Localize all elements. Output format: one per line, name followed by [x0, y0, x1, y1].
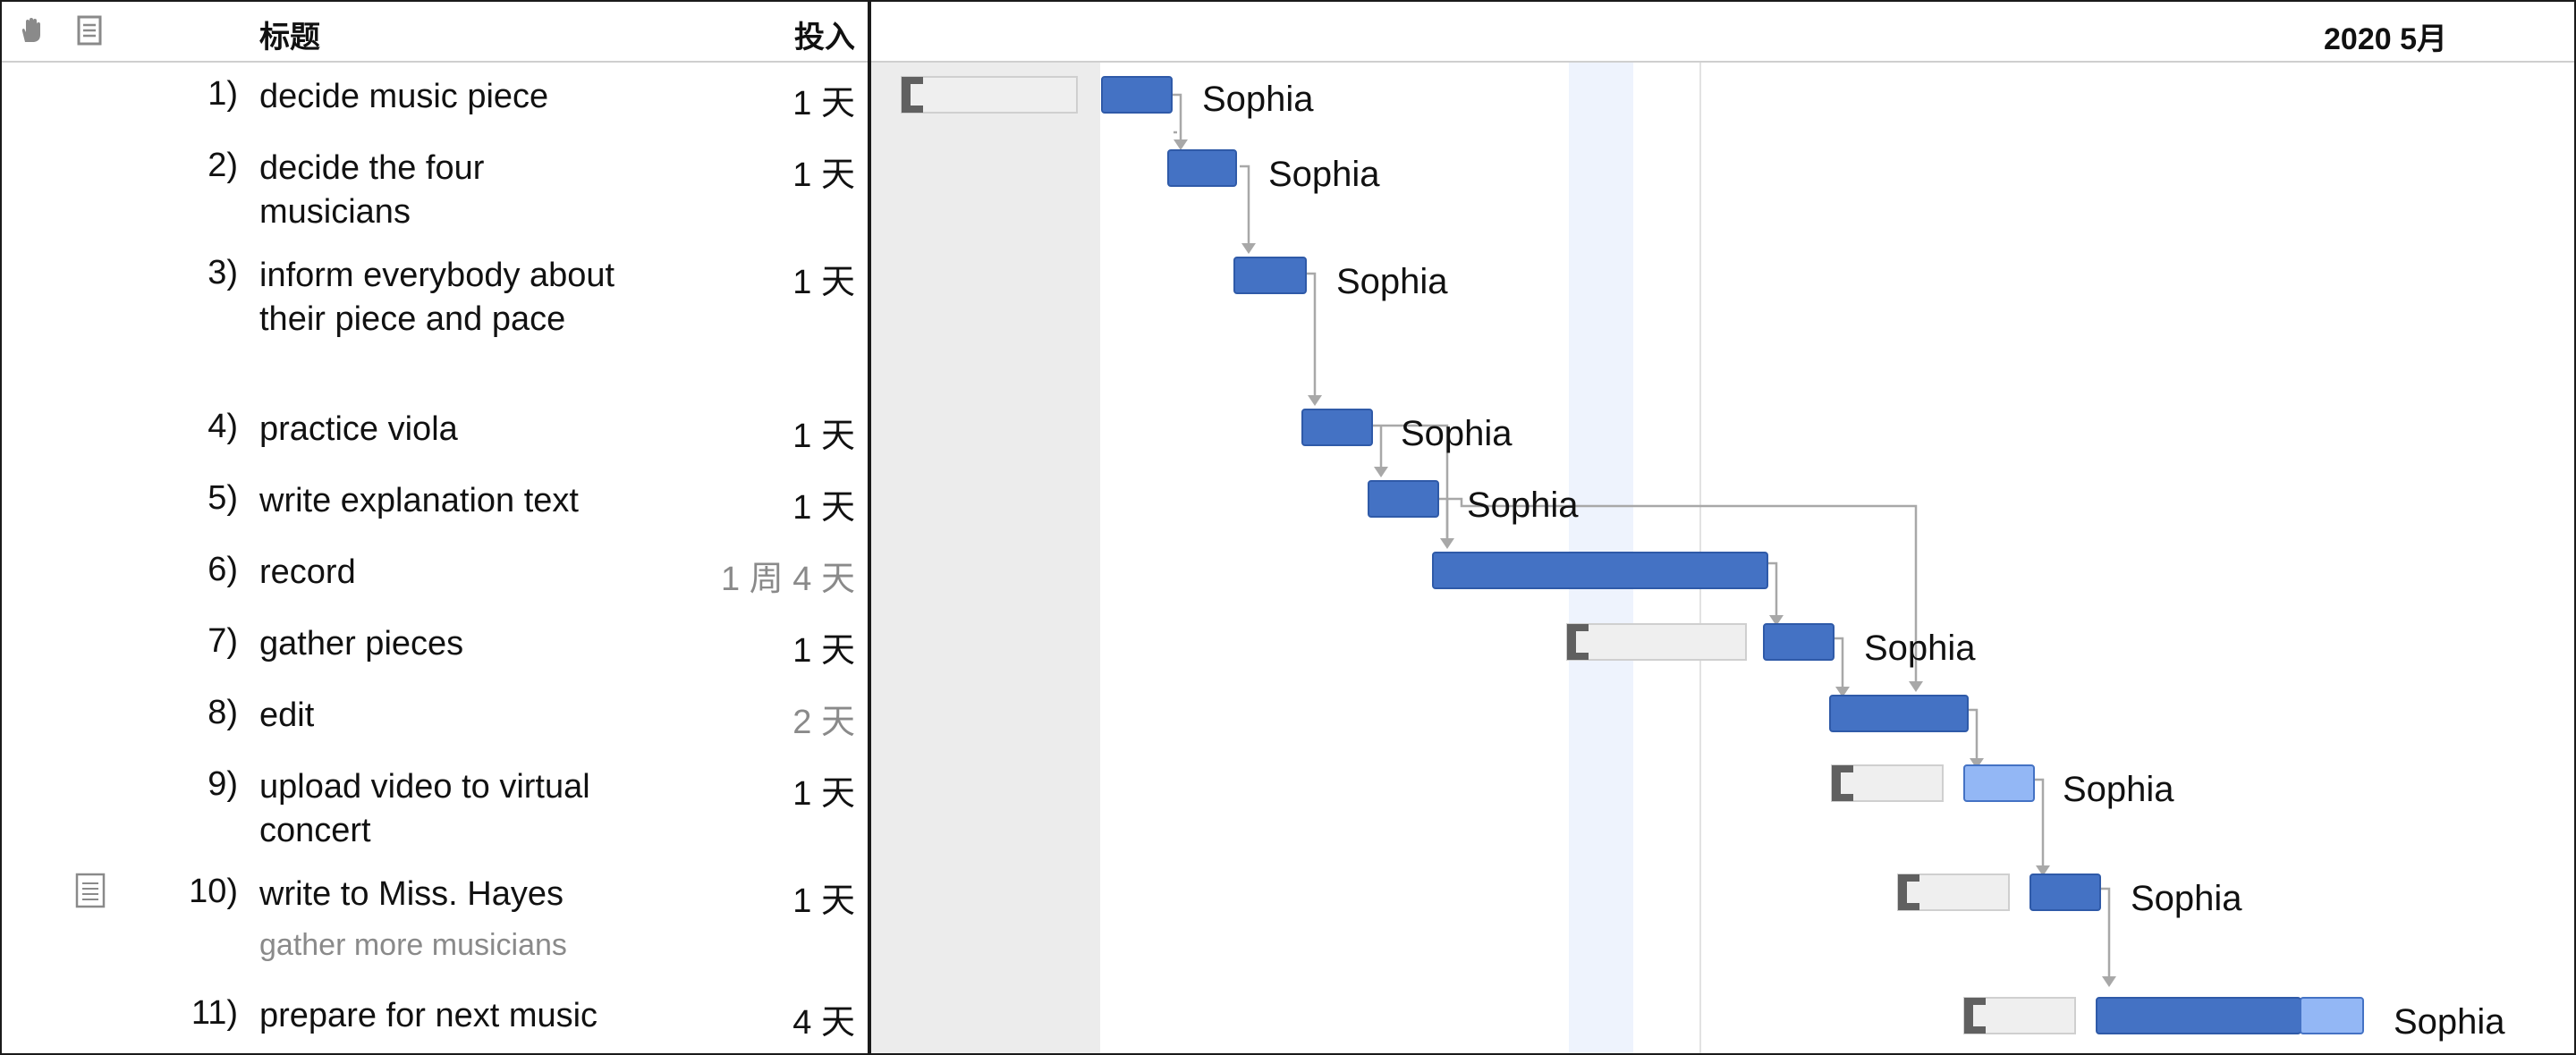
- slack-bar: [1897, 874, 2010, 911]
- weekend-shading: [871, 61, 1100, 1053]
- task-bar: [2096, 997, 2364, 1034]
- task-title[interactable]: practice viola: [259, 410, 458, 448]
- task-effort[interactable]: 1 天: [792, 156, 855, 194]
- slack-bar: [1963, 997, 2076, 1034]
- task-number: 11): [191, 994, 238, 1032]
- gantt-canvas: Sophia Sophia Sophia Sophia Sophia Sophi…: [901, 76, 2505, 1042]
- assignee-label: Sophia: [1467, 485, 1579, 525]
- task-effort[interactable]: 1 天: [792, 632, 855, 670]
- task-effort[interactable]: 1 天: [792, 418, 855, 455]
- column-header-effort[interactable]: 投入: [794, 21, 855, 55]
- slack-bar: [1566, 623, 1747, 661]
- task-title[interactable]: prepare for next music: [259, 997, 598, 1034]
- task-title[interactable]: gather pieces: [259, 625, 464, 663]
- task-effort[interactable]: 1 天: [792, 264, 855, 301]
- assignee-label: Sophia: [1268, 155, 1380, 194]
- task-number: 6): [208, 551, 238, 588]
- assignee-label: Sophia: [1336, 262, 1448, 301]
- task-bar: [1432, 552, 1768, 589]
- column-header-title[interactable]: 标题: [259, 21, 320, 55]
- gantt-chart: 2020 5月: [871, 2, 2574, 1053]
- task-bar: [1368, 480, 1439, 518]
- task-bar: [1829, 695, 1969, 732]
- task-title[interactable]: write explanation text: [259, 482, 579, 519]
- task-effort[interactable]: 1 周 4 天: [721, 561, 855, 598]
- gantt-month-label: 2020 5月: [2324, 22, 2447, 56]
- note-icon[interactable]: [75, 873, 106, 908]
- gantt-header: 2020 5月: [871, 2, 2574, 63]
- outline-header: 标题 投入: [2, 2, 869, 63]
- month-divider: [1699, 2, 1701, 1053]
- task-number: 5): [208, 479, 238, 517]
- task-number: 8): [208, 694, 238, 731]
- task-bar: [2029, 874, 2101, 911]
- connector-arrowheads: [1174, 139, 2116, 987]
- notes-icon[interactable]: [73, 14, 106, 46]
- task-title[interactable]: decide music piece: [259, 78, 549, 115]
- task-effort[interactable]: 1 天: [792, 775, 855, 813]
- task-bar: [1963, 764, 2035, 802]
- hand-icon[interactable]: [14, 14, 47, 46]
- task-number: 4): [208, 408, 238, 445]
- task-bar: [1233, 257, 1307, 294]
- task-note[interactable]: gather more musicians: [259, 928, 567, 962]
- task-effort[interactable]: 2 天: [792, 704, 855, 741]
- task-bar: [1763, 623, 1835, 661]
- assignee-label: Sophia: [1401, 414, 1513, 453]
- task-number: 2): [208, 147, 238, 184]
- task-effort[interactable]: 1 天: [792, 85, 855, 122]
- task-effort[interactable]: 1 天: [792, 882, 855, 920]
- task-title[interactable]: upload video to virtual concert: [259, 768, 590, 849]
- task-number: 10): [189, 873, 238, 910]
- task-number: 1): [208, 75, 238, 113]
- dependency-connectors: [1172, 93, 2111, 976]
- task-bar: [1167, 149, 1237, 187]
- task-title[interactable]: write to Miss. Hayes: [259, 875, 564, 913]
- task-effort[interactable]: 1 天: [792, 489, 855, 527]
- slack-bar: [1831, 764, 1944, 802]
- assignee-label: Sophia: [2131, 879, 2242, 918]
- task-title[interactable]: edit: [259, 696, 315, 734]
- task-title[interactable]: record: [259, 553, 356, 591]
- assignee-label: Sophia: [1202, 80, 1314, 119]
- task-title[interactable]: inform everybody about their piece and p…: [259, 257, 615, 338]
- assignee-label: Sophia: [2063, 770, 2174, 809]
- task-number: 9): [208, 765, 238, 803]
- assignee-label: Sophia: [1864, 629, 1976, 668]
- pane-divider[interactable]: [868, 0, 871, 1055]
- task-number: 3): [208, 254, 238, 291]
- task-title[interactable]: decide the four musicians: [259, 149, 485, 231]
- task-effort[interactable]: 4 天: [792, 1004, 855, 1042]
- assignee-label: Sophia: [2394, 1002, 2505, 1042]
- task-outline: 标题 投入 1) decide music piece 1 天 2) decid…: [2, 2, 869, 1053]
- slack-bar: [901, 76, 1078, 114]
- task-bar: [1301, 409, 1373, 446]
- task-number: 7): [208, 622, 238, 660]
- task-bar: [1101, 76, 1173, 114]
